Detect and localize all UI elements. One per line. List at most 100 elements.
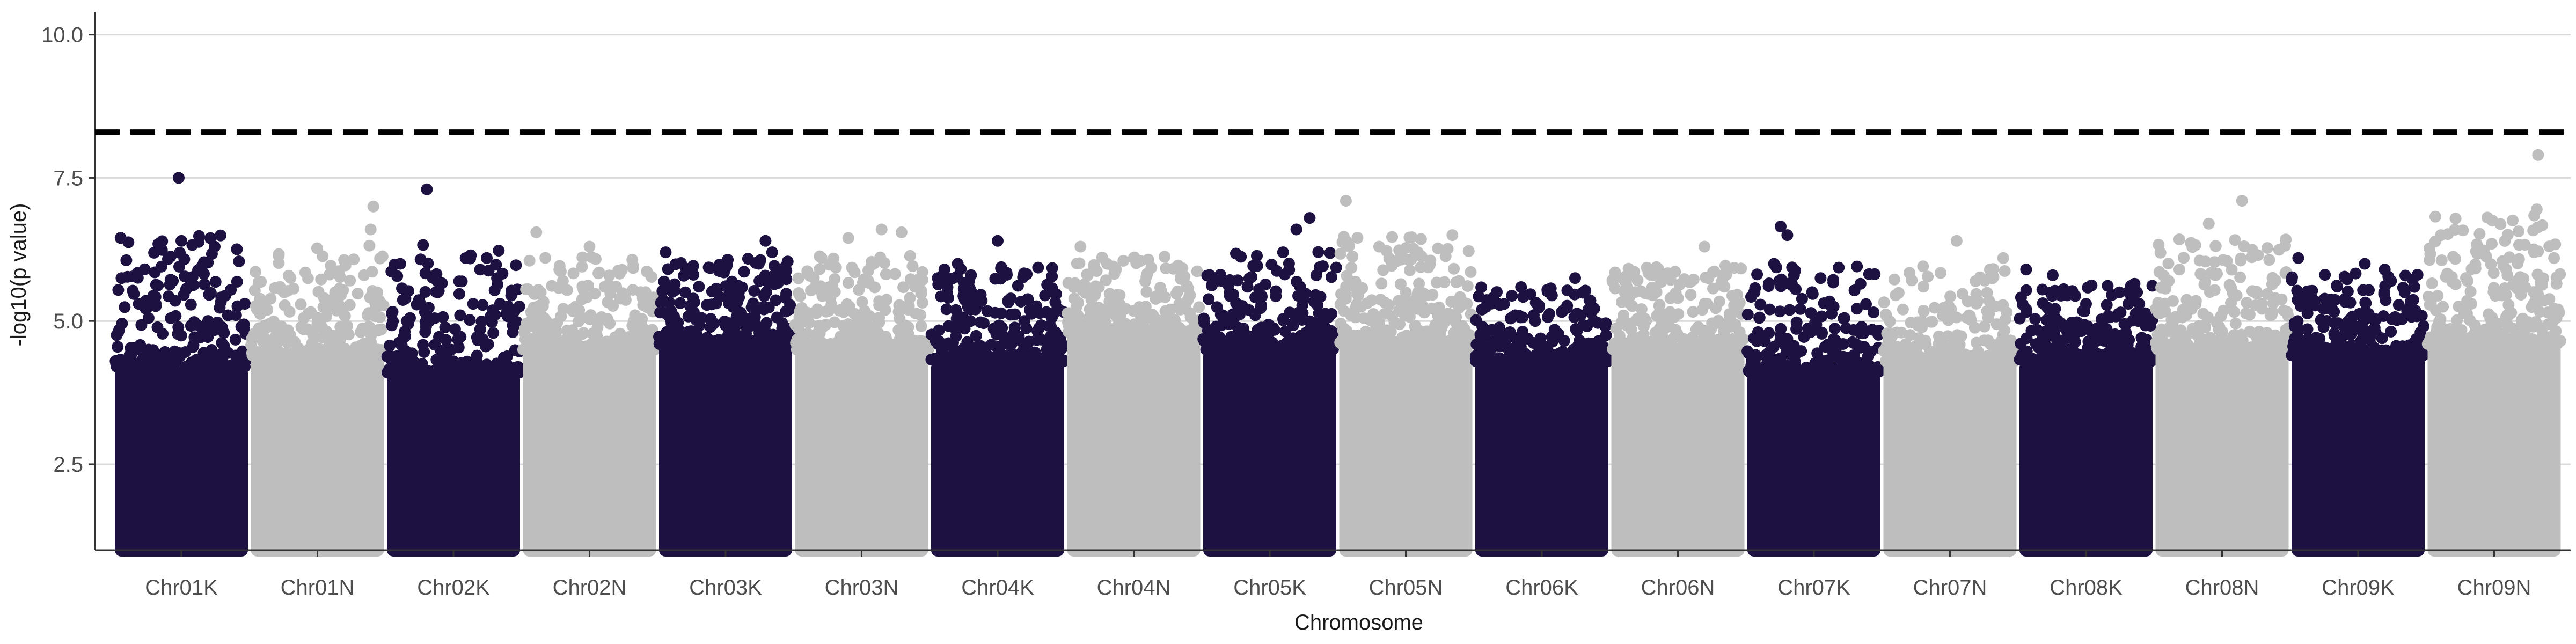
snp-point-peak xyxy=(371,286,384,298)
snp-point xyxy=(1533,299,1545,311)
snp-point xyxy=(482,362,494,374)
snp-point xyxy=(344,274,356,287)
snp-point xyxy=(1904,267,1916,279)
snp-point xyxy=(2044,343,2055,355)
snp-point xyxy=(501,350,513,362)
snp-point-peak xyxy=(773,264,785,276)
snp-point-peak xyxy=(367,200,379,213)
snp-point xyxy=(1992,339,2004,352)
snp-point xyxy=(567,267,580,280)
x-tick-label: Chr05N xyxy=(1369,576,1443,599)
snp-point xyxy=(247,349,259,362)
snp-point xyxy=(1649,327,1662,339)
snp-point xyxy=(275,349,287,362)
snp-point-peak xyxy=(2398,286,2411,298)
snp-point-peak xyxy=(733,286,745,298)
snp-point xyxy=(687,260,699,272)
snp-point xyxy=(1309,334,1321,347)
snp-point xyxy=(1488,296,1501,309)
snp-point xyxy=(2172,334,2185,346)
snp-point xyxy=(2150,341,2163,354)
snp-point xyxy=(1270,285,1282,297)
snp-point xyxy=(2418,320,2429,332)
snp-point xyxy=(185,298,197,311)
snp-point xyxy=(1393,305,1406,317)
snp-point xyxy=(2544,331,2556,343)
snp-point xyxy=(1377,336,1389,349)
snp-point xyxy=(720,280,732,292)
snp-point-peak xyxy=(766,246,778,259)
snp-point xyxy=(1828,323,1841,335)
snp-point-peak xyxy=(1045,320,1057,333)
snp-point xyxy=(1713,295,1725,308)
snp-point xyxy=(2167,295,2179,307)
snp-point xyxy=(1279,325,1292,338)
snp-point-peak xyxy=(115,272,128,284)
snp-point xyxy=(2331,280,2343,292)
snp-point-peak xyxy=(1768,258,1780,270)
snp-point xyxy=(209,276,222,288)
snp-point xyxy=(546,280,558,292)
snp-point xyxy=(1900,338,1912,350)
snp-point xyxy=(531,343,544,356)
snp-point xyxy=(2049,284,2061,297)
snp-point xyxy=(2449,253,2462,265)
snp-point xyxy=(452,363,464,375)
snp-point xyxy=(1860,298,1872,310)
snp-point xyxy=(1635,303,1648,315)
snp-point xyxy=(1754,298,1767,311)
chromosome-series-Chr01N xyxy=(245,200,390,557)
snp-point xyxy=(1664,306,1676,318)
snp-point xyxy=(1297,292,1309,305)
snp-point xyxy=(685,325,697,338)
snp-point-peak xyxy=(1944,303,1956,316)
snp-point xyxy=(1920,338,1932,350)
snp-point xyxy=(1491,286,1503,298)
snp-point xyxy=(168,351,180,363)
snp-point xyxy=(178,253,191,265)
snp-point xyxy=(1403,264,1416,276)
snp-point xyxy=(1550,355,1562,367)
snp-point xyxy=(1032,261,1044,274)
snp-point xyxy=(1701,297,1713,310)
snp-point xyxy=(1504,326,1516,338)
snp-point xyxy=(1853,356,1864,369)
snp-point xyxy=(909,307,921,319)
snp-point xyxy=(1702,272,1715,284)
snp-point xyxy=(1495,325,1507,338)
x-tick-label: Chr03N xyxy=(825,576,899,599)
snp-point xyxy=(2464,314,2476,326)
snp-point xyxy=(1751,268,1763,281)
snp-point-peak xyxy=(2133,298,2146,310)
snp-point xyxy=(2480,250,2492,262)
snp-point xyxy=(2198,279,2211,291)
snp-point xyxy=(687,306,700,318)
snp-point xyxy=(1063,307,1075,319)
snp-point xyxy=(1103,288,1116,300)
snp-point xyxy=(1929,354,1941,366)
snp-point xyxy=(1947,344,1959,356)
snp-point xyxy=(186,271,199,283)
snp-point xyxy=(1002,295,1014,307)
snp-point-peak xyxy=(693,281,705,293)
snp-point-peak xyxy=(1018,315,1030,327)
snp-point xyxy=(2154,246,2167,259)
snp-point-peak xyxy=(530,226,543,238)
snp-point xyxy=(796,302,808,314)
snp-point-peak xyxy=(932,272,944,284)
snp-point xyxy=(1389,336,1402,349)
snp-point-peak xyxy=(909,281,921,293)
x-tick-label: Chr07N xyxy=(1913,576,1987,599)
snp-point xyxy=(1692,321,1704,333)
snp-point xyxy=(2168,323,2180,335)
snp-point xyxy=(1868,306,1880,318)
snp-point xyxy=(472,334,484,346)
snp-point xyxy=(2405,342,2418,354)
snp-point xyxy=(1741,345,1754,357)
snp-point xyxy=(2215,310,2227,322)
snp-point xyxy=(2378,286,2390,298)
snp-point xyxy=(193,236,205,248)
snp-point xyxy=(801,265,814,277)
snp-point xyxy=(1413,277,1425,290)
dense-point-cloud xyxy=(931,361,1064,557)
